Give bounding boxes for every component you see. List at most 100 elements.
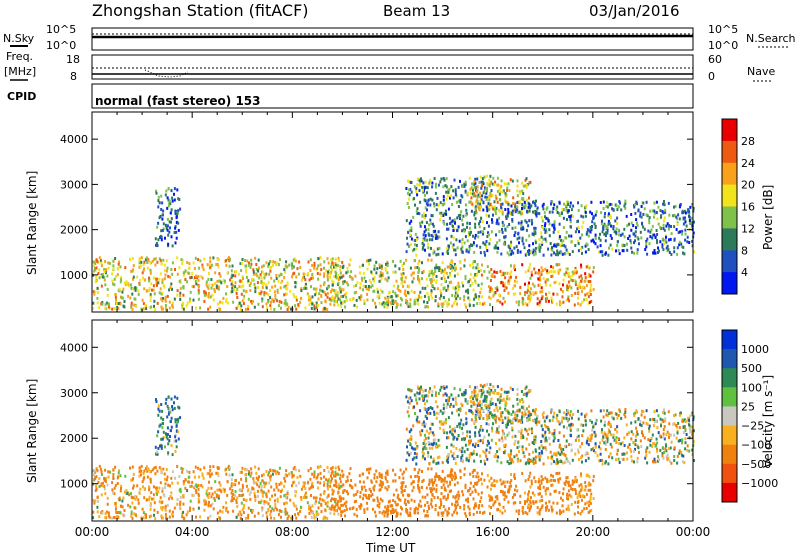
power-cell: [311, 307, 313, 310]
power-cell: [415, 254, 417, 257]
power-cell: [272, 264, 274, 267]
power-cell: [559, 202, 561, 205]
power-cell: [501, 228, 503, 231]
velocity-cell: [417, 416, 419, 419]
power-cell: [460, 199, 462, 202]
velocity-cell: [323, 484, 325, 487]
power-cell: [449, 222, 451, 225]
velocity-cell: [165, 398, 167, 401]
power-cell: [465, 214, 467, 217]
power-cell: [575, 281, 577, 284]
power-cell: [595, 242, 597, 245]
power-cell: [92, 302, 94, 305]
velocity-cell: [473, 460, 475, 463]
power-cell: [395, 295, 397, 298]
power-cell: [217, 258, 219, 261]
power-cell: [483, 227, 485, 230]
power-cell: [274, 290, 276, 293]
power-cell: [487, 277, 489, 280]
power-cell: [131, 293, 133, 296]
power-cell: [236, 307, 238, 310]
power-cell: [533, 249, 535, 252]
velocity-cell: [388, 500, 390, 503]
power-cell: [174, 210, 176, 213]
velocity-cell: [160, 438, 162, 441]
velocity-cell: [462, 394, 464, 397]
power-cell: [222, 297, 224, 300]
velocity-cell: [481, 403, 483, 406]
power-cell: [447, 285, 449, 288]
power-cell: [571, 208, 573, 211]
power-cell: [216, 285, 218, 288]
power-cell: [409, 233, 411, 236]
velocity-cell: [208, 481, 210, 484]
power-cell: [610, 234, 612, 237]
velocity-cell: [426, 493, 428, 496]
velocity-cell: [368, 471, 370, 474]
power-cell: [435, 299, 437, 302]
power-cell: [653, 210, 655, 213]
power-cell: [570, 225, 572, 228]
power-cell: [475, 295, 477, 298]
velocity-cell: [283, 477, 285, 480]
velocity-cell: [442, 394, 444, 397]
power-cell: [367, 268, 369, 271]
velocity-cell: [380, 483, 382, 486]
power-cell: [646, 253, 648, 256]
power-cell: [679, 230, 681, 233]
power-cell: [188, 262, 190, 265]
velocity-cell: [157, 408, 159, 411]
power-cell: [340, 295, 342, 298]
power-cell: [410, 298, 412, 301]
velocity-cell: [527, 433, 529, 436]
velocity-cell: [104, 492, 106, 495]
power-cell: [430, 294, 432, 297]
velocity-cell: [465, 417, 467, 420]
power-cell: [542, 205, 544, 208]
power-cell: [642, 202, 644, 205]
power-cell: [405, 276, 407, 279]
velocity-cell: [269, 505, 271, 508]
power-cell: [624, 235, 626, 238]
velocity-cell: [464, 512, 466, 515]
velocity-cell: [379, 511, 381, 514]
velocity-cell: [160, 417, 162, 420]
cpid-label: CPID: [7, 90, 36, 103]
power-cell: [541, 266, 543, 269]
power-cell: [263, 282, 265, 285]
velocity-cell: [167, 426, 169, 429]
power-cell: [673, 225, 675, 228]
power-cell: [187, 272, 189, 275]
power-cell: [516, 201, 518, 204]
power-cell: [524, 246, 526, 249]
velocity-cell: [421, 486, 423, 489]
power-cell: [546, 208, 548, 211]
velocity-cell: [480, 425, 482, 428]
power-cell: [601, 250, 603, 253]
velocity-cell: [484, 460, 486, 463]
velocity-cell: [435, 445, 437, 448]
power-cell: [411, 238, 413, 241]
power-cell: [269, 270, 271, 273]
power-cell: [104, 279, 106, 282]
power-cell: [185, 269, 187, 272]
power-cell: [441, 271, 443, 274]
power-cell: [530, 251, 532, 254]
power-cell: [601, 220, 603, 223]
power-cell: [544, 268, 546, 271]
velocity-cell: [327, 466, 329, 469]
power-cell: [656, 211, 658, 214]
power-cell: [603, 201, 605, 204]
power-cell: [239, 302, 241, 305]
power-cell: [131, 302, 133, 305]
velocity-cell: [170, 420, 172, 423]
power-cell: [232, 265, 234, 268]
velocity-cell: [447, 403, 449, 406]
power-cell: [576, 271, 578, 274]
power-cell: [469, 233, 471, 236]
velocity-cell: [421, 423, 423, 426]
power-cell: [665, 225, 667, 228]
power-cell: [578, 230, 580, 233]
power-cell: [626, 249, 628, 252]
power-cell: [402, 268, 404, 271]
